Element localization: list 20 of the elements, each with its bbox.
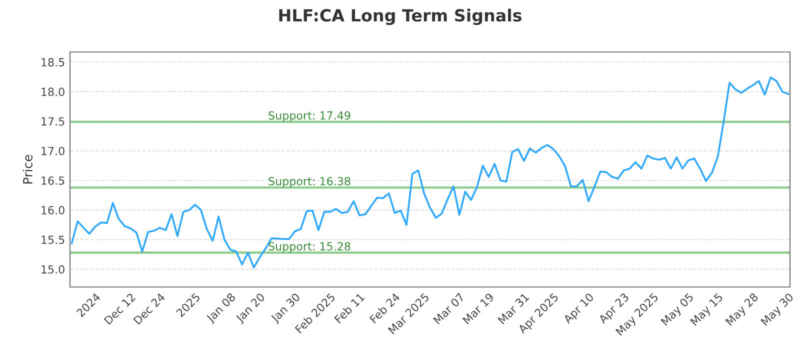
x-tick-label: Feb 11	[334, 292, 365, 324]
x-tick-label: Jan 20	[234, 292, 267, 324]
y-tick-label: 15.0	[42, 265, 64, 274]
ref-line-label: Support: 16.38	[268, 176, 350, 188]
y-tick-label: 18.0	[42, 88, 64, 96]
x-tick-label: Jan 30	[270, 292, 302, 324]
chart-title: HLF:CA Long Term Signals	[279, 8, 522, 26]
ref-line-label: Support: 17.49	[268, 111, 350, 122]
y-tick-label: 17.5	[42, 117, 64, 126]
x-tick-label: Apr 10	[562, 292, 596, 326]
y-tick-label: 18.5	[42, 58, 64, 66]
y-tick-label: 16.0	[42, 206, 64, 214]
y-axis-title: Price	[22, 154, 32, 184]
y-tick-label: 15.5	[42, 236, 64, 244]
y-tick-label: 17.0	[42, 146, 64, 156]
y-tick-label: 16.5	[42, 176, 64, 185]
x-tick-label: Mar 19	[462, 292, 494, 324]
ref-line-label: Support: 15.28	[268, 242, 350, 253]
line-series	[70, 76, 790, 268]
x-tick-label: Jan 08	[205, 292, 238, 324]
